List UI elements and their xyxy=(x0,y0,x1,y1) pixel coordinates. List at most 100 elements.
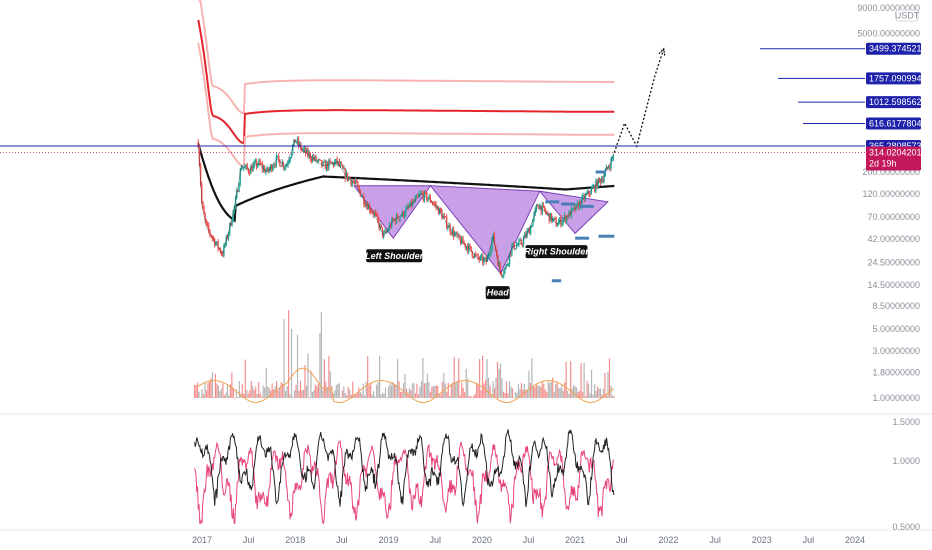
volume-bar xyxy=(231,372,233,398)
candle-body xyxy=(499,263,501,273)
volume-bar xyxy=(590,369,593,398)
volume-bar xyxy=(471,397,473,399)
candle-body xyxy=(417,194,420,196)
date-tick-label: 2023 xyxy=(752,535,772,545)
candle-body xyxy=(356,179,358,184)
oscillator-tick-label: 1.0000 xyxy=(892,456,920,466)
volume-bar xyxy=(450,384,452,398)
volume-bar xyxy=(595,391,597,398)
candle-body xyxy=(546,212,548,214)
candle-body xyxy=(310,158,313,161)
volume-bar xyxy=(343,386,345,398)
candle-body xyxy=(585,193,588,195)
candle-body xyxy=(212,237,215,239)
candle-body xyxy=(597,178,599,189)
candle-body xyxy=(599,179,602,183)
volume-bar xyxy=(462,387,464,398)
candle-body xyxy=(230,223,232,226)
candle-body xyxy=(317,159,320,161)
candle-body xyxy=(396,214,399,219)
volume-bar xyxy=(476,382,478,398)
candle-body xyxy=(374,212,377,214)
volume-bar xyxy=(313,390,315,398)
candle-body xyxy=(563,215,566,219)
candle-body xyxy=(329,160,331,162)
volume-bar xyxy=(243,393,245,398)
volume-bar xyxy=(570,361,572,398)
volume-bar xyxy=(220,388,223,398)
annotation-left-shoulder: Left Shoulder xyxy=(365,249,424,263)
candle-body xyxy=(198,147,201,166)
volume-bar xyxy=(368,385,370,398)
candle-body xyxy=(247,168,250,173)
candle-body xyxy=(436,206,439,208)
volume-bar xyxy=(222,383,224,398)
candle-body xyxy=(250,166,252,174)
candle-body xyxy=(314,156,316,160)
volume-bar xyxy=(514,391,517,398)
candle-body xyxy=(405,208,407,215)
volume-bar xyxy=(496,361,499,398)
volume-bar xyxy=(586,380,588,398)
volume-bar xyxy=(492,381,494,398)
mid-band xyxy=(197,19,615,145)
candle-body xyxy=(308,152,310,156)
volume-bar xyxy=(464,392,466,398)
candle-body xyxy=(384,231,386,233)
candle-body xyxy=(272,167,274,171)
volume-bar xyxy=(329,371,331,398)
volume-bar xyxy=(280,382,282,398)
volume-bar xyxy=(256,394,258,398)
volume-bar xyxy=(361,393,363,398)
candle-body xyxy=(278,155,280,160)
candle-body xyxy=(511,245,513,255)
candle-body xyxy=(394,219,397,223)
volume-bar xyxy=(553,392,555,398)
candle-body xyxy=(553,217,555,219)
volume-bar xyxy=(483,383,485,398)
candle-body xyxy=(519,239,521,241)
volume-tick-label: 1.00000000 xyxy=(872,393,920,403)
annotation-label: Head xyxy=(487,288,510,298)
candle-body xyxy=(271,165,273,171)
candle-body xyxy=(259,160,261,165)
volume-bar xyxy=(216,383,218,398)
price-tick-label: 70.00000000 xyxy=(867,212,920,222)
volume-bar xyxy=(505,381,508,398)
volume-bar xyxy=(261,396,263,398)
candle-body xyxy=(361,195,364,197)
level-marker xyxy=(545,200,560,204)
volume-bar xyxy=(367,356,369,398)
volume-bar xyxy=(298,390,300,398)
candle-body xyxy=(201,183,203,202)
candle-body xyxy=(241,167,244,169)
candle-body xyxy=(520,239,522,245)
annotation-head: Head xyxy=(485,286,510,300)
candle-body xyxy=(458,234,461,239)
candle-body xyxy=(253,162,255,165)
candle-body xyxy=(222,253,224,256)
volume-bar xyxy=(519,389,521,398)
candle-body xyxy=(379,224,381,228)
candle-body xyxy=(407,206,409,208)
candle-body xyxy=(375,213,378,215)
candle-body xyxy=(332,162,335,166)
candle-body xyxy=(496,249,498,257)
upper-band xyxy=(198,0,615,115)
candle-body xyxy=(217,241,219,249)
volume-bar xyxy=(340,397,342,399)
candle-body xyxy=(387,229,390,231)
volume-bar xyxy=(302,389,305,398)
volume-bar xyxy=(404,374,406,398)
volume-bar xyxy=(310,370,312,398)
price-label-text: 1757.09099457 xyxy=(869,73,932,83)
volume-bar xyxy=(370,383,372,398)
volume-bar xyxy=(332,393,334,398)
volume-bar xyxy=(293,390,296,398)
volume-bar xyxy=(413,383,415,398)
candle-body xyxy=(573,206,575,209)
annotation-bg xyxy=(485,286,510,300)
candle-body xyxy=(227,233,230,239)
volume-bar xyxy=(393,384,396,398)
candle-body xyxy=(527,228,529,231)
